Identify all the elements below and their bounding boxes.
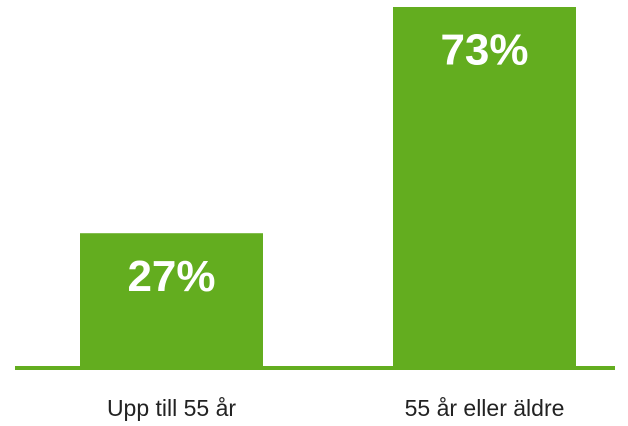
x-tick-label: 55 år eller äldre bbox=[405, 395, 565, 421]
baseline bbox=[15, 366, 615, 370]
x-tick-label: Upp till 55 år bbox=[107, 395, 236, 421]
value-label: 73% bbox=[440, 26, 528, 75]
bar bbox=[80, 233, 263, 366]
value-label: 27% bbox=[127, 252, 215, 301]
bar bbox=[393, 7, 576, 366]
